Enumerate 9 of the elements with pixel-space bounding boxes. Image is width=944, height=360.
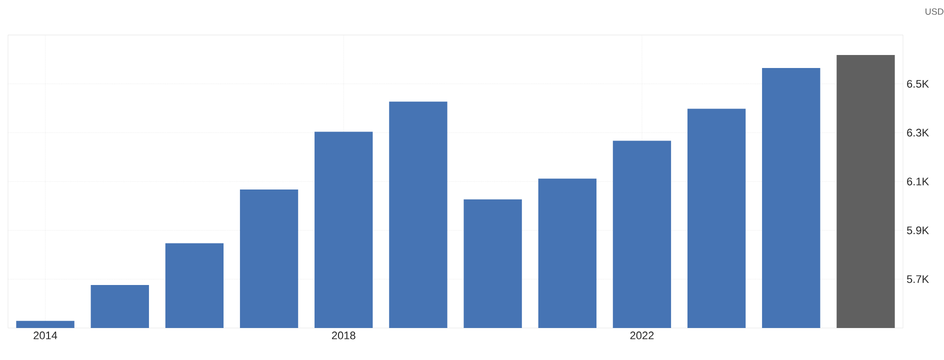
x-tick-label: 2022 [630, 332, 654, 340]
x-tick-label: 2018 [332, 332, 356, 340]
x-tick-label: 2014 [34, 332, 58, 340]
y-tick-label: 5.9K [906, 226, 929, 234]
y-tick-label: 5.7K [906, 275, 929, 283]
y-axis-title: USD [926, 8, 944, 15]
y-tick-label: 6.5K [907, 80, 929, 88]
y-tick-label: 6.3K [907, 128, 929, 137]
y-tick-label: 6.1K [907, 178, 929, 186]
